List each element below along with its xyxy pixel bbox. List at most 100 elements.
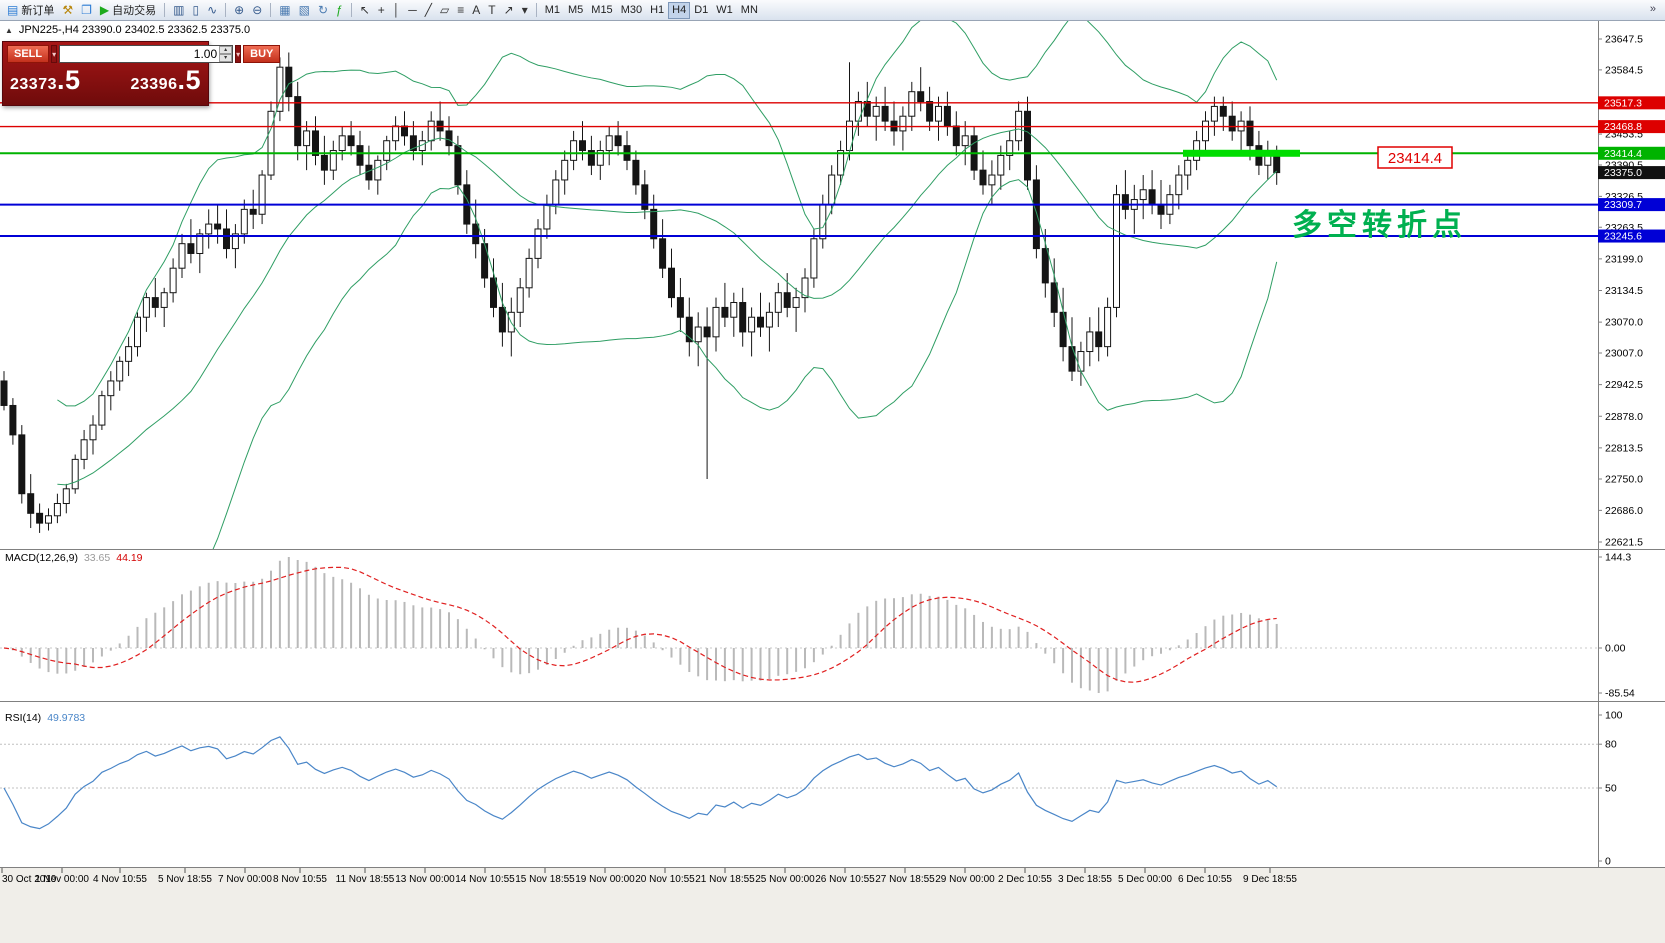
zoom-in-button[interactable]: ⊕ xyxy=(230,2,248,19)
buy-price[interactable]: 23396.5 xyxy=(130,65,201,100)
new-chart-button[interactable]: ▧ xyxy=(295,2,314,19)
timeframe-w1-button[interactable]: W1 xyxy=(712,2,737,19)
new-order-icon: ▤ xyxy=(7,3,19,17)
buy-button[interactable]: BUY xyxy=(243,45,281,63)
time-axis-label: 3 Dec 18:55 xyxy=(1058,874,1112,885)
new-order-button[interactable]: ▤ 新订单 xyxy=(3,2,58,19)
shapes-dropdown-button[interactable]: ▾ xyxy=(518,2,532,19)
indicators-button[interactable]: ƒ xyxy=(332,2,347,19)
line-chart-button[interactable]: ∿ xyxy=(203,2,221,19)
sell-options-caret[interactable]: ▾ xyxy=(51,45,58,63)
volume-input[interactable] xyxy=(60,46,220,62)
candlestick-chart-icon: ▯ xyxy=(192,3,200,17)
collapse-triangle-icon[interactable]: ▲ xyxy=(5,25,13,35)
rsi-axis-label: 0 xyxy=(1605,856,1611,868)
indicators-icon: ƒ xyxy=(336,3,343,17)
volume-field: ▴ ▾ xyxy=(59,45,234,63)
chart-window-button[interactable]: ❐ xyxy=(77,2,96,19)
time-axis-strip xyxy=(0,867,1665,943)
timeframe-m1-button[interactable]: M1 xyxy=(541,2,564,19)
tile-windows-button[interactable]: ▦ xyxy=(275,2,294,19)
time-axis-label: 1 Nov 00:00 xyxy=(35,874,89,885)
trendline-button[interactable]: ╱ xyxy=(421,2,436,19)
crosshair-button[interactable]: + xyxy=(374,2,389,19)
buy-options-caret[interactable]: ▾ xyxy=(235,45,242,63)
macd-main-value: 33.65 xyxy=(83,552,111,564)
bollinger-upper-band xyxy=(57,21,1278,407)
price-tag-23375.0: 23375.0 xyxy=(1598,166,1665,180)
toolbar-label: M5 xyxy=(568,4,584,16)
timeframe-m15-button[interactable]: M15 xyxy=(587,2,616,19)
auto-scroll-icon: ↻ xyxy=(317,3,328,17)
candlestick-chart-button[interactable]: ▯ xyxy=(188,2,203,19)
chart-window-icon: ❐ xyxy=(81,3,92,17)
zoom-out-button[interactable]: ⊖ xyxy=(248,2,266,19)
time-axis-label: 21 Nov 18:55 xyxy=(695,874,755,885)
thick-trend-segment[interactable] xyxy=(1183,149,1300,157)
channel-icon: ▱ xyxy=(440,3,450,17)
toolbar-label: W1 xyxy=(716,4,733,16)
toolbar-label: H4 xyxy=(672,4,687,16)
tile-windows-icon: ▦ xyxy=(279,3,291,17)
text-tool-button[interactable]: A xyxy=(468,2,484,19)
timeframe-m30-button[interactable]: M30 xyxy=(617,2,646,19)
auto-trading-button[interactable]: ▶ 自动交易 xyxy=(96,2,160,19)
bar-chart-button[interactable]: ▥ xyxy=(169,2,188,19)
macd-indicator-label: MACD(12,26,9) 33.65 44.19 xyxy=(5,552,143,564)
hammer-icon-button[interactable]: ⚒ xyxy=(58,2,77,19)
vertical-line-icon: │ xyxy=(392,3,401,17)
zoom-out-icon: ⊖ xyxy=(252,3,263,17)
timeframe-mn-button[interactable]: MN xyxy=(737,2,762,19)
vertical-line-button[interactable]: │ xyxy=(389,2,405,19)
sell-price-main: 23373 xyxy=(10,76,57,93)
svg-text:23468.8: 23468.8 xyxy=(1604,121,1642,133)
timeframe-h1-button[interactable]: H1 xyxy=(646,2,668,19)
price-axis-label: 23647.5 xyxy=(1605,34,1643,46)
chinese-note-annotation[interactable]: 多空转折点 xyxy=(1292,209,1467,242)
time-axis-label: 27 Nov 18:55 xyxy=(875,874,935,885)
time-axis-label: 14 Nov 10:55 xyxy=(455,874,515,885)
macd-name: MACD(12,26,9) xyxy=(5,552,78,564)
time-axis-label: 15 Nov 18:55 xyxy=(515,874,575,885)
chart-canvas[interactable]: 23414.4多空转折点23647.523584.523453.523390.5… xyxy=(0,21,1665,943)
toolbar-separator xyxy=(270,3,272,17)
price-axis-label: 23584.5 xyxy=(1605,64,1643,76)
timeframe-d1-button[interactable]: D1 xyxy=(690,2,712,19)
timeframe-m5-button[interactable]: M5 xyxy=(564,2,587,19)
label-tool-icon: T xyxy=(488,3,496,17)
sell-button[interactable]: SELL xyxy=(7,45,50,63)
fibonacci-button[interactable]: ≡ xyxy=(453,2,468,19)
toolbar-label: H1 xyxy=(650,4,665,16)
rsi-line xyxy=(3,736,1278,830)
price-callout-label[interactable]: 23414.4 xyxy=(1377,146,1453,169)
rsi-axis-label: 100 xyxy=(1605,710,1623,722)
price-axis-label: 22878.0 xyxy=(1605,411,1643,423)
svg-text:23414.4: 23414.4 xyxy=(1604,148,1642,160)
volume-down-button[interactable]: ▾ xyxy=(219,54,233,62)
sell-price[interactable]: 23373.5 xyxy=(10,65,81,100)
cursor-button[interactable]: ↖ xyxy=(356,2,374,19)
macd-panel xyxy=(0,557,1598,693)
sell-price-big: .5 xyxy=(57,65,81,95)
volume-up-button[interactable]: ▴ xyxy=(219,46,233,54)
svg-text:23375.0: 23375.0 xyxy=(1604,167,1642,179)
time-axis-label: 5 Nov 18:55 xyxy=(158,874,212,885)
label-tool-button[interactable]: T xyxy=(484,2,499,19)
macd-signal-line xyxy=(3,566,1277,683)
price-axis-label: 23199.0 xyxy=(1605,253,1643,265)
time-axis-label: 25 Nov 00:00 xyxy=(755,874,815,885)
symbol-ohlc-text: JPN225-,H4 23390.0 23402.5 23362.5 23375… xyxy=(18,24,251,36)
channel-button[interactable]: ▱ xyxy=(436,2,453,19)
toolbar-label: M30 xyxy=(620,4,643,16)
macd-axis-label: 0.00 xyxy=(1605,643,1626,655)
arrow-tool-button[interactable]: ↗ xyxy=(500,2,518,19)
toolbar-label: MN xyxy=(740,4,758,16)
symbol-ohlc-label: ▲ JPN225-,H4 23390.0 23402.5 23362.5 233… xyxy=(5,24,250,36)
horizontal-line-button[interactable]: ─ xyxy=(404,2,421,19)
timeframe-h4-button[interactable]: H4 xyxy=(668,1,691,19)
horizontal-line-icon: ─ xyxy=(408,3,417,17)
toolbar-overflow-chevron[interactable]: » xyxy=(1644,2,1662,16)
time-axis-label: 4 Nov 10:55 xyxy=(93,874,147,885)
price-axis-label: 22750.0 xyxy=(1605,474,1643,486)
auto-scroll-button[interactable]: ↻ xyxy=(314,2,332,19)
